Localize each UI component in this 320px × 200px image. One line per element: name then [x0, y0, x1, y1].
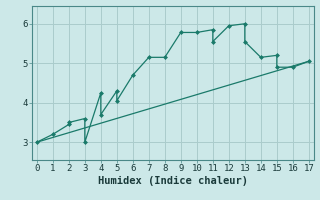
X-axis label: Humidex (Indice chaleur): Humidex (Indice chaleur) — [98, 176, 248, 186]
